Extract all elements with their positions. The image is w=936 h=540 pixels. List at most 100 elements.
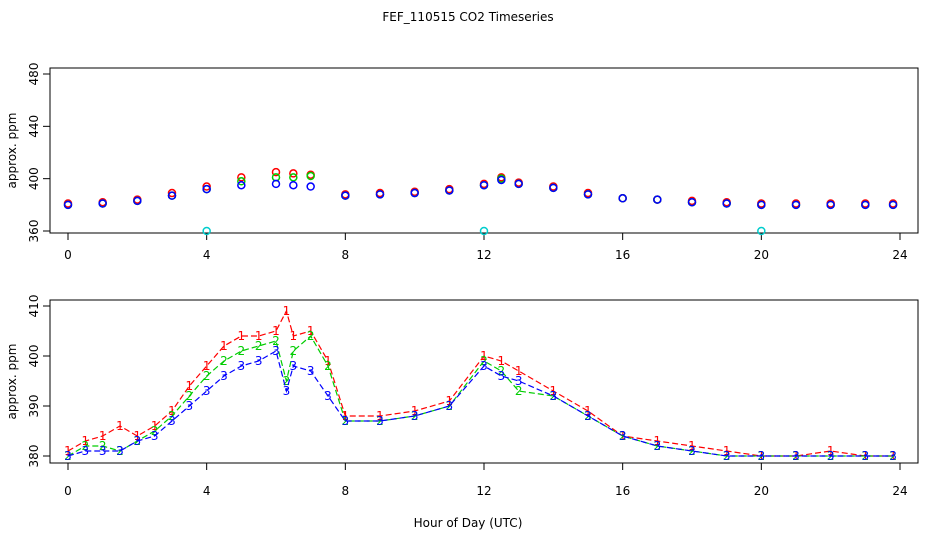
data-point [791, 200, 801, 210]
point-label: 1 [342, 409, 350, 423]
point-label: 2 [186, 389, 194, 403]
point-label: 2 [688, 444, 696, 458]
x-tick-label: 0 [64, 484, 72, 498]
data-point [375, 190, 385, 199]
point-label: 1 [446, 394, 454, 408]
y-tick-label: 410 [27, 295, 41, 318]
point-label: 3 [498, 369, 506, 383]
y-axis-label: approx. ppm [5, 113, 19, 189]
point-label: 2 [307, 329, 315, 343]
data-point [722, 199, 731, 208]
data-point [888, 200, 898, 210]
point-label: 1 [411, 404, 419, 418]
data-point [861, 200, 870, 210]
point-label: 1 [151, 419, 159, 433]
point-label: 2 [411, 409, 419, 423]
point-label: 1 [480, 349, 488, 363]
point-label: 3 [134, 434, 142, 448]
data-point [98, 199, 107, 208]
x-tick-label: 20 [754, 248, 769, 262]
data-point [167, 188, 177, 198]
point-label: 2 [290, 344, 298, 358]
data-point [757, 226, 766, 236]
plot-frame [49, 67, 919, 234]
point-label: 2 [723, 449, 731, 463]
point-label: 3 [342, 414, 350, 428]
point-label: 1 [307, 324, 315, 338]
point-label: 3 [889, 449, 897, 463]
data-point [202, 226, 211, 236]
x-tick-label: 0 [64, 248, 72, 262]
point-label: 3 [376, 414, 384, 428]
data-point [549, 183, 558, 193]
point-label: 2 [283, 374, 291, 388]
x-tick-label: 4 [203, 484, 211, 498]
point-label: 3 [792, 449, 800, 463]
point-label: 2 [619, 429, 627, 443]
point-label: 3 [758, 449, 766, 463]
point-label: 1 [99, 429, 107, 443]
x-tick-label: 12 [476, 484, 491, 498]
series-line [67, 350, 894, 457]
data-point [653, 195, 662, 204]
point-label: 3 [515, 374, 523, 388]
point-label: 3 [324, 389, 332, 403]
point-label: 2 [515, 384, 523, 398]
data-point [133, 196, 142, 206]
data-point [341, 191, 350, 200]
point-label: 2 [203, 369, 211, 383]
point-label: 3 [411, 409, 419, 423]
point-label: 1 [515, 364, 523, 378]
point-label: 2 [168, 409, 176, 423]
x-tick-label: 20 [754, 484, 769, 498]
x-axis-label: Hour of Day (UTC) [414, 516, 523, 530]
point-label: 3 [64, 449, 72, 463]
point-label: 2 [151, 424, 159, 438]
point-label: 3 [654, 439, 662, 453]
point-label: 3 [272, 344, 280, 358]
x-tick-label: 12 [476, 248, 491, 262]
data-point [826, 200, 835, 210]
point-label: 1 [203, 359, 211, 373]
point-label: 2 [116, 444, 124, 458]
y-axis-label: approx. ppm [5, 344, 19, 420]
point-label: 3 [862, 449, 870, 463]
point-label: 3 [116, 444, 124, 458]
x-tick-label: 8 [342, 484, 350, 498]
point-label: 2 [272, 334, 280, 348]
data-point [63, 200, 73, 210]
data-point [289, 180, 298, 190]
point-label: 3 [99, 444, 107, 458]
data-point [237, 173, 246, 182]
data-point [167, 191, 177, 200]
y-tick-label: 440 [27, 115, 41, 138]
point-label: 3 [307, 364, 315, 378]
data-point [514, 179, 523, 189]
data-point [289, 169, 298, 178]
point-label: 2 [99, 439, 107, 453]
x-tick-label: 16 [615, 484, 630, 498]
point-label: 3 [688, 444, 696, 458]
data-point [479, 226, 489, 236]
data-point [445, 186, 454, 195]
point-label: 3 [446, 399, 454, 413]
point-label: 2 [82, 439, 90, 453]
point-label: 1 [220, 339, 228, 353]
point-label: 3 [82, 444, 90, 458]
point-label: 1 [584, 404, 592, 418]
point-label: 3 [238, 359, 246, 373]
y-tick-label: 400 [27, 345, 41, 368]
data-point [410, 188, 419, 198]
series-line [67, 335, 894, 457]
point-label: 3 [283, 384, 291, 398]
x-tick-label: 24 [892, 484, 907, 498]
data-point [687, 197, 697, 207]
data-point [202, 184, 211, 194]
point-label: 1 [498, 354, 506, 368]
data-point [306, 182, 315, 191]
point-label: 1 [688, 439, 696, 453]
data-point [202, 182, 211, 191]
